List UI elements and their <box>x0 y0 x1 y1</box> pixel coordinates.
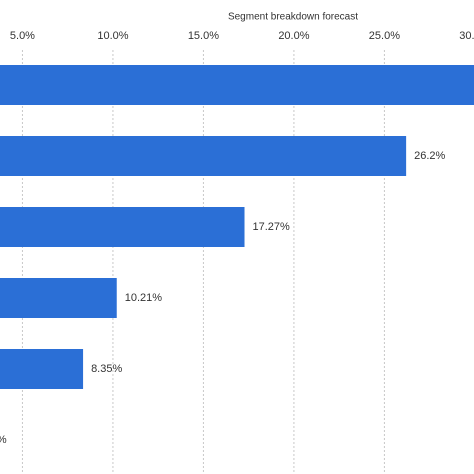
bar <box>0 207 245 247</box>
x-tick-label: 20.0% <box>278 30 309 42</box>
value-label: 17.27% <box>253 221 291 233</box>
value-label: 10.21% <box>125 292 163 304</box>
x-tick-label: 30.0% <box>459 30 474 42</box>
bar <box>0 349 84 389</box>
value-label: 8.35% <box>91 363 122 375</box>
value-label: 2.3% <box>0 434 7 446</box>
value-label: 26.2% <box>414 150 445 162</box>
chart-title: Segment breakdown forecast <box>228 12 358 23</box>
x-tick-label: 10.0% <box>97 30 128 42</box>
bar <box>0 65 474 105</box>
x-tick-label: 25.0% <box>369 30 400 42</box>
x-tick-label: 5.0% <box>10 30 35 42</box>
x-tick-label: 15.0% <box>188 30 219 42</box>
bar <box>0 278 117 318</box>
bar <box>0 136 407 176</box>
